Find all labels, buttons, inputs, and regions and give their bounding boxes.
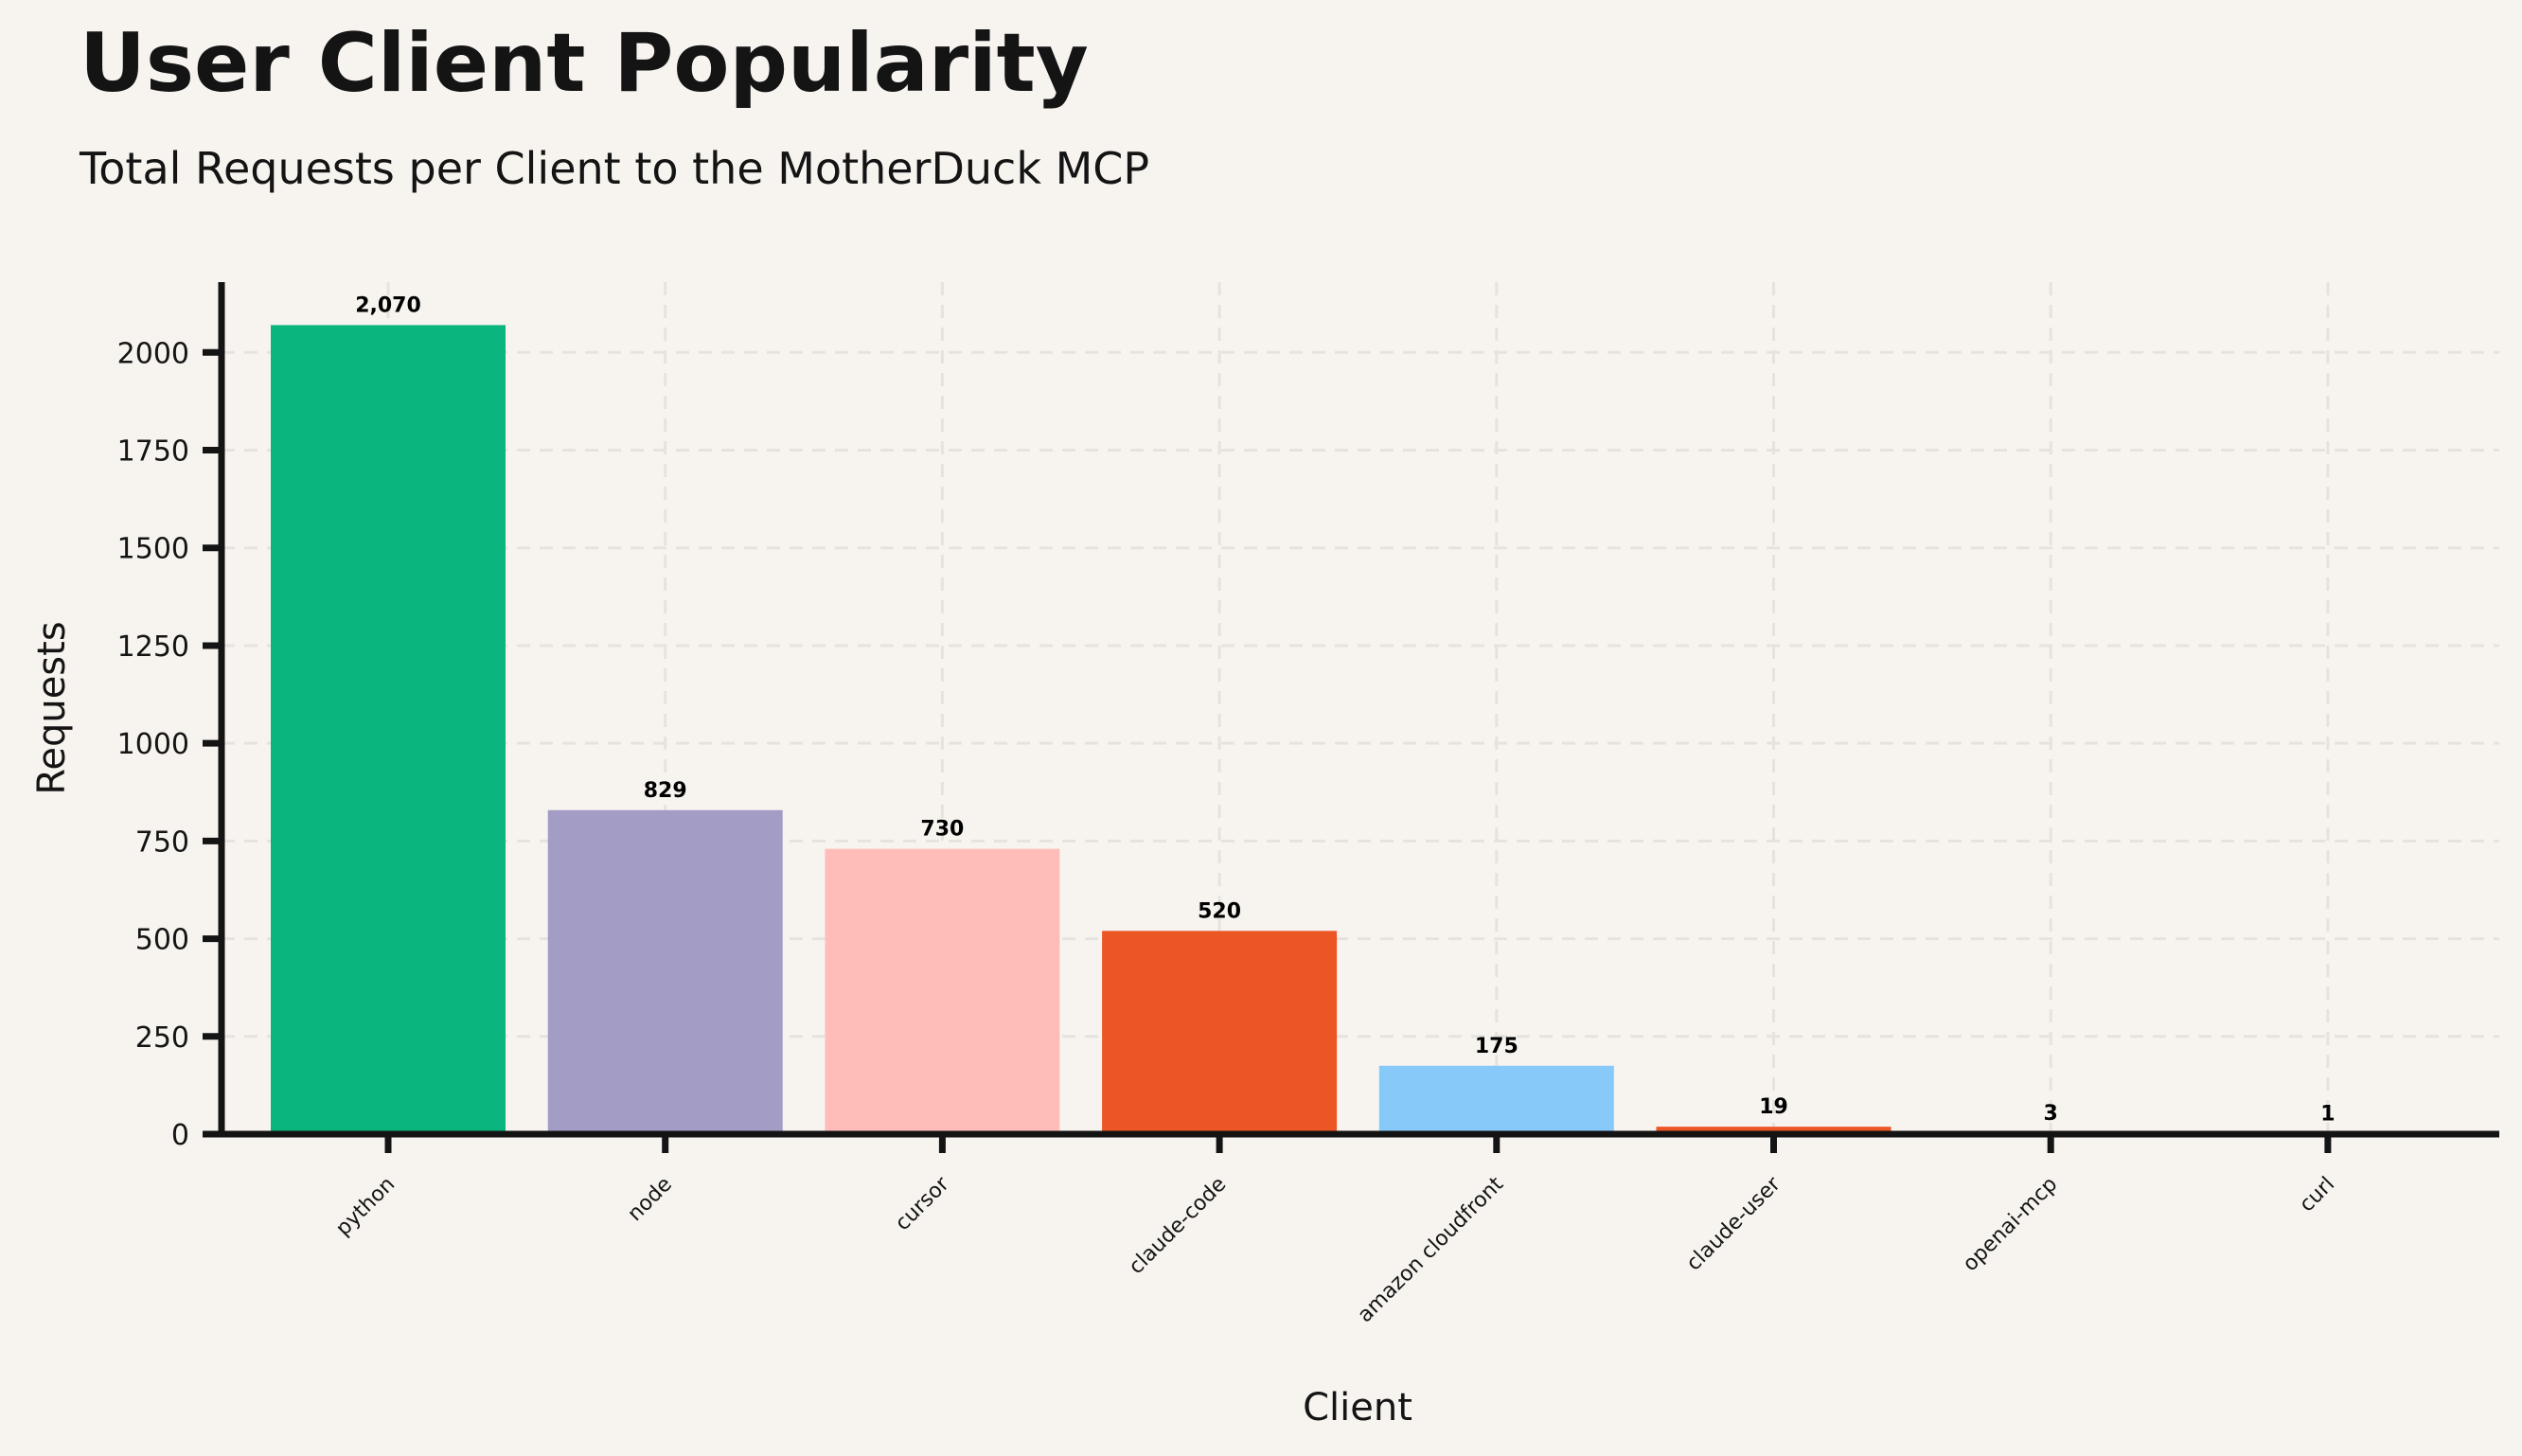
data-label: 2,070 xyxy=(355,293,421,317)
x-tick-label: claude-user xyxy=(1682,1172,1786,1276)
data-label: 175 xyxy=(1475,1035,1519,1058)
x-tick-label: cursor xyxy=(891,1172,954,1235)
y-axis-ticks: 0 250 500 750 1000 1250 1500 1750 2000 xyxy=(117,337,222,1152)
bar-node xyxy=(547,809,783,1134)
data-label: 3 xyxy=(2044,1102,2058,1126)
x-tick-label: node xyxy=(623,1173,677,1227)
data-label: 19 xyxy=(1759,1095,1788,1119)
x-axis-label: Client xyxy=(1303,1386,1412,1429)
y-tick-label: 2000 xyxy=(117,337,189,370)
bar-claude-user xyxy=(1656,1127,1892,1134)
data-labels: 2,070 829 730 520 175 19 3 1 xyxy=(355,293,2335,1126)
y-tick-label: 1000 xyxy=(117,728,189,761)
y-tick-label: 250 xyxy=(135,1021,189,1055)
data-label: 829 xyxy=(644,779,687,803)
chart-title: User Client Popularity xyxy=(80,16,1089,111)
x-tick-label: openai-mcp xyxy=(1959,1173,2063,1277)
bars xyxy=(271,325,2445,1135)
y-tick-label: 1500 xyxy=(117,533,189,566)
x-tick-label: curl xyxy=(2295,1173,2339,1217)
x-tick-label: claude-code xyxy=(1125,1173,1232,1280)
y-tick-label: 0 xyxy=(171,1119,189,1152)
y-tick-label: 1250 xyxy=(117,630,189,664)
chart-subtitle: Total Requests per Client to the MotherD… xyxy=(79,143,1149,194)
bar-claude-code xyxy=(1102,931,1338,1134)
x-axis-ticks: python node cursor claude-code amazon cloudf… xyxy=(331,1134,2339,1327)
y-axis-label: Requests xyxy=(30,621,74,794)
x-tick-label: amazon cloudfront xyxy=(1354,1172,1509,1327)
data-label: 1 xyxy=(2320,1103,2335,1127)
data-label: 520 xyxy=(1198,899,1241,923)
y-tick-label: 1750 xyxy=(117,435,189,469)
bar-amazon-cloudfront xyxy=(1378,1065,1614,1134)
y-tick-label: 750 xyxy=(135,826,189,859)
bar-python xyxy=(271,325,506,1134)
x-tick-label: python xyxy=(331,1173,400,1241)
y-tick-label: 500 xyxy=(135,924,189,957)
data-label: 730 xyxy=(920,818,964,842)
bar-cursor xyxy=(825,848,1060,1134)
